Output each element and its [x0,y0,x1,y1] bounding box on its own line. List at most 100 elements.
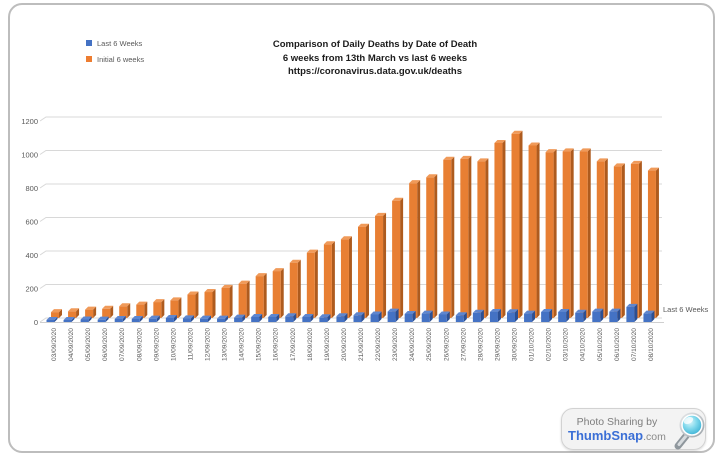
gridline [39,284,662,289]
bar-last-6-weeks [63,316,75,322]
chart-title-line2: 6 weeks from 13th March vs last 6 weeks [282,52,468,64]
x-axis-tick-label: 27/09/2020 [460,328,467,361]
x-axis-tick-label: 08/09/2020 [136,328,143,361]
bar-initial-6-weeks [187,291,199,318]
x-axis-tick-label: 24/09/2020 [409,328,416,361]
bar-last-6-weeks [302,313,314,322]
x-axis-tick-label: 17/09/2020 [290,328,297,361]
legend-swatch-blue-icon [86,40,92,46]
bar-initial-6-weeks [613,163,625,318]
bar-initial-6-weeks [204,289,216,318]
x-axis-tick-label: 28/09/2020 [477,328,484,361]
x-axis-tick-label: 01/10/2020 [529,328,536,361]
gridline [39,116,662,122]
legend-label: Last 6 Weeks [97,38,143,48]
bar-last-6-weeks [455,312,467,322]
bar-last-6-weeks [438,311,450,322]
gridline [39,183,662,189]
bar-last-6-weeks [285,313,297,322]
series-end-label: Last 6 Weeks [663,305,709,314]
y-axis-tick-label: 400 [25,251,38,260]
bar-initial-6-weeks [409,180,421,318]
chart-legend: Last 6 Weeks Initial 6 weeks [86,35,144,67]
x-axis-tick-label: 12/09/2020 [205,328,212,361]
watermark-text: Photo Sharing by ThumbSnap.com [562,414,666,444]
x-axis-tick-label: 16/09/2020 [273,328,280,361]
x-axis-tick-label: 03/10/2020 [563,328,570,361]
bar-last-6-weeks [182,315,194,322]
x-axis-tick-label: 04/09/2020 [68,328,75,361]
x-axis-tick-label: 04/10/2020 [580,328,587,361]
bar-last-6-weeks [46,316,58,322]
bar-initial-6-weeks [51,309,62,318]
bar-last-6-weeks [319,314,331,322]
x-axis-tick-label: 25/09/2020 [426,328,433,361]
bar-initial-6-weeks [272,268,284,318]
bar-initial-6-weeks [392,197,404,318]
x-axis-tick-label: 13/09/2020 [222,328,229,361]
x-axis-tick-label: 14/09/2020 [239,328,246,361]
bar-initial-6-weeks [238,280,250,318]
bar-initial-6-weeks [426,174,438,318]
x-axis-tick-label: 11/09/2020 [187,328,194,361]
x-axis-tick-label: 06/10/2020 [614,328,621,361]
bar-initial-6-weeks [85,306,97,318]
magnifier-icon[interactable] [666,408,710,452]
x-axis-tick-label: 23/09/2020 [392,328,399,361]
bar-initial-6-weeks [358,223,369,318]
bar-initial-6-weeks [630,160,642,318]
bar-initial-6-weeks [153,299,165,318]
chart-title: Comparison of Daily Deaths by Date of De… [210,38,540,79]
bar-initial-6-weeks [221,284,233,318]
bar-initial-6-weeks [545,149,557,318]
bar-initial-6-weeks [477,158,489,318]
chart-title-source-url: https://coronavirus.data.gov.uk/deaths [287,66,463,77]
x-axis-tick-label: 08/10/2020 [648,328,655,361]
x-axis-tick-label: 07/09/2020 [119,328,126,361]
x-axis-tick-label: 18/09/2020 [307,328,314,361]
bar-initial-6-weeks [647,167,659,318]
bar-initial-6-weeks [68,308,80,318]
bar-initial-6-weeks [443,156,455,318]
y-axis-tick-label: 0 [34,318,38,327]
bar-last-6-weeks [643,310,655,322]
x-axis-tick-label: 03/09/2020 [51,328,58,361]
x-axis-tick-label: 20/09/2020 [341,328,348,361]
bar-initial-6-weeks [511,130,523,318]
y-axis-tick-label: 600 [25,218,38,227]
y-axis-tick-label: 200 [25,285,38,294]
bar-initial-6-weeks [340,236,352,318]
bar-initial-6-weeks [494,139,506,318]
bar-last-6-weeks [575,309,587,322]
bar-last-6-weeks [114,315,126,322]
legend-item-last-6-weeks: Last 6 Weeks [86,35,144,51]
bar-initial-6-weeks [102,305,114,318]
bar-last-6-weeks [234,314,246,322]
x-axis-tick-label: 21/09/2020 [358,328,365,361]
x-axis-tick-label: 02/10/2020 [546,328,553,361]
bar-last-6-weeks [251,313,263,322]
x-axis-tick-label: 26/09/2020 [443,328,450,361]
bar-last-6-weeks [609,308,621,322]
x-axis-tick-label: 15/09/2020 [256,328,263,361]
bar-initial-6-weeks [528,142,540,318]
bar-initial-6-weeks [170,297,182,318]
y-axis-tick-label: 800 [25,184,38,193]
bar-last-6-weeks [592,308,604,322]
bar-last-6-weeks [489,308,501,322]
y-axis-tick-label: 1200 [21,117,38,126]
watermark-brand: ThumbSnap [568,428,644,443]
legend-item-initial-6-weeks: Initial 6 weeks [86,51,144,67]
bar-initial-6-weeks [289,259,301,318]
watermark-suffix: .com [643,431,666,443]
gridline [39,150,662,155]
gridline [39,217,662,222]
thumbsnap-watermark[interactable]: Photo Sharing by ThumbSnap.com [561,408,706,450]
bar-last-6-weeks [507,309,518,322]
x-axis-tick-label: 06/09/2020 [102,328,109,361]
x-axis-tick-label: 05/09/2020 [85,328,92,361]
bar-initial-6-weeks [375,212,387,318]
bar-initial-6-weeks [119,303,131,318]
bar-initial-6-weeks [579,148,591,318]
